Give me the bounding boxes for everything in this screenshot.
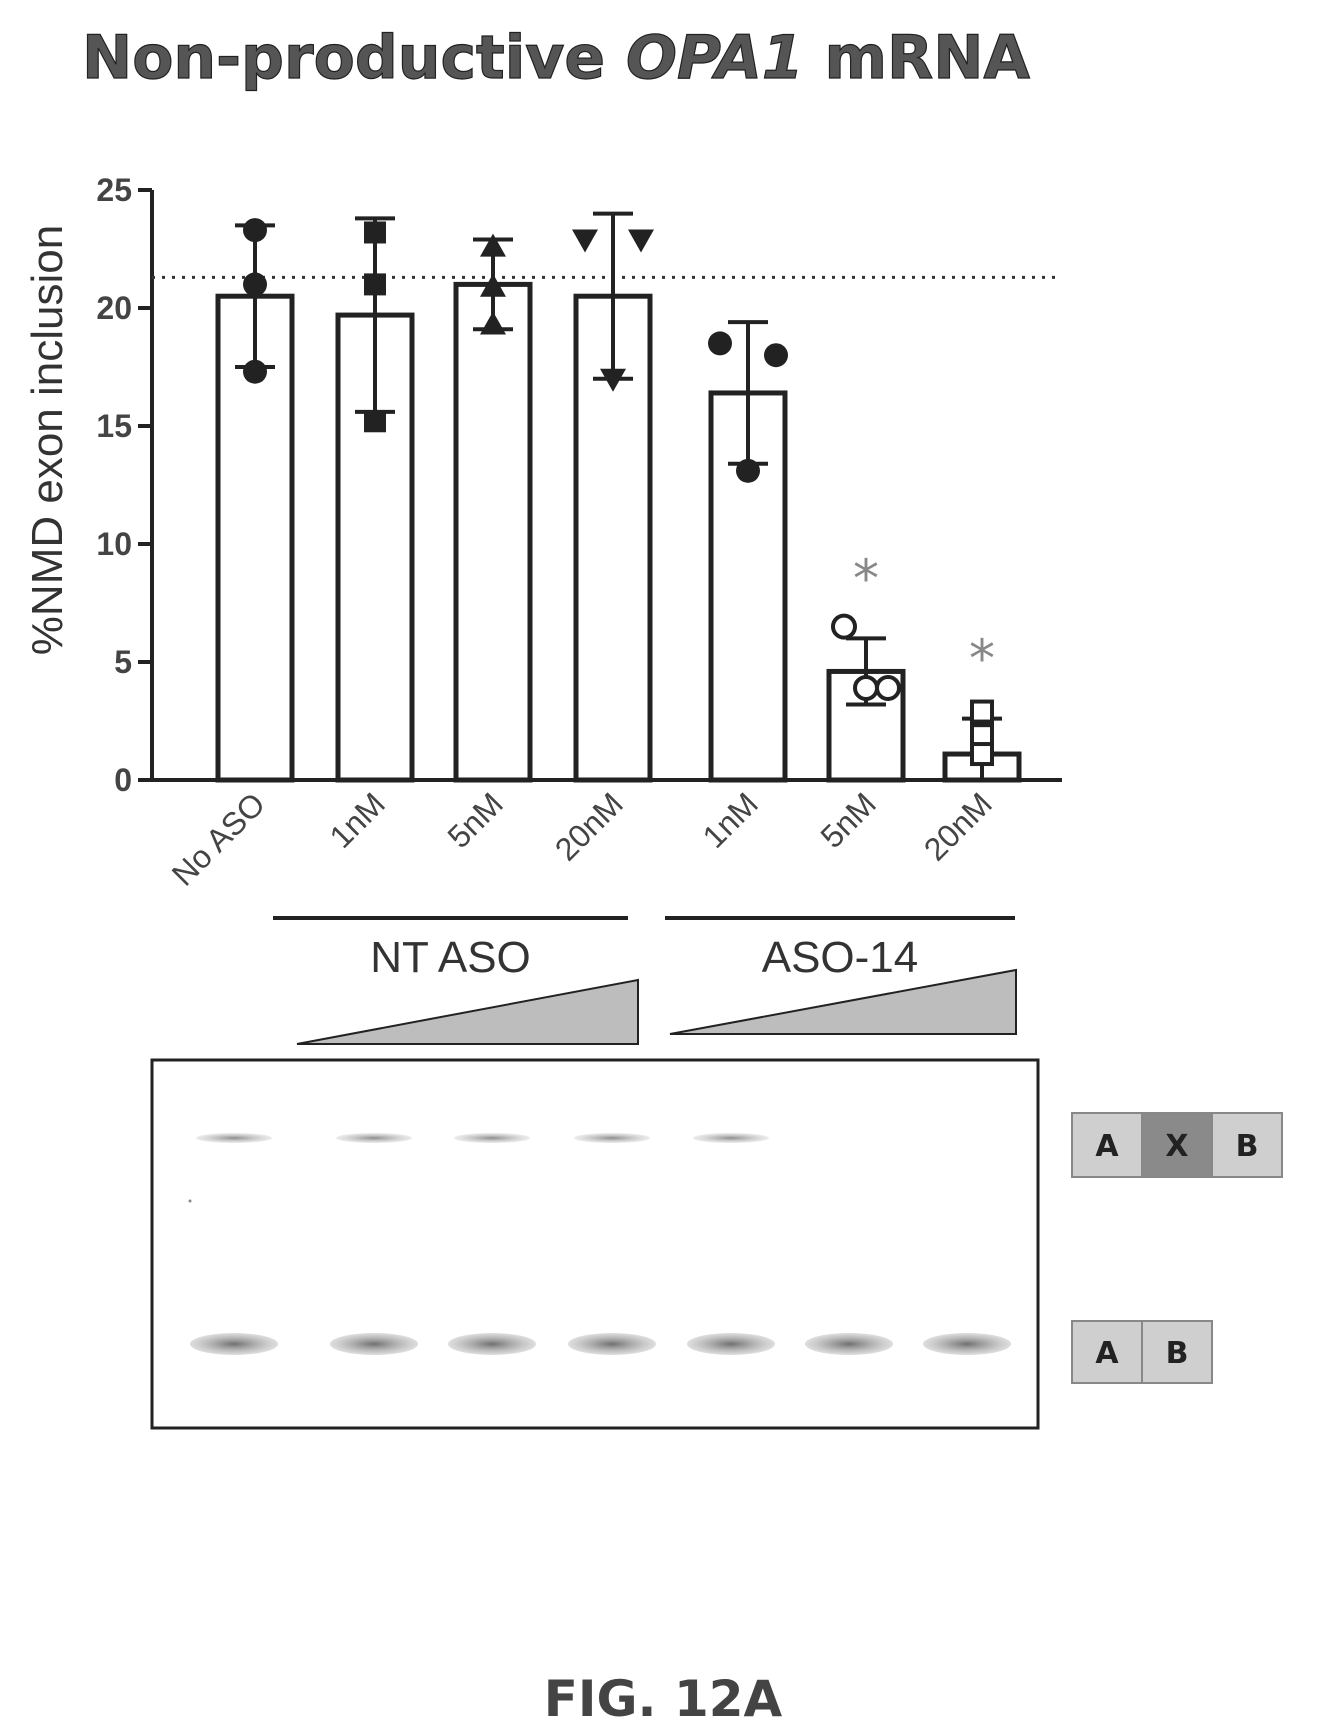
gel-band-upper-lane-1 xyxy=(196,1133,272,1143)
concentration-wedge-0 xyxy=(296,978,639,1045)
data-point-3-2 xyxy=(600,368,626,392)
data-point-3-0 xyxy=(572,229,598,253)
y-tick-label-2: 10 xyxy=(96,526,132,562)
significance-mark-6: * xyxy=(969,630,995,690)
legend-upper-box-1 xyxy=(1141,1112,1213,1178)
gel-image xyxy=(150,1058,1040,1430)
group-label-0: NT ASO xyxy=(370,933,531,982)
bars xyxy=(215,281,1022,783)
x-tick-labels: No ASO 1nM 5nM 20nM 1nM 5nM 20nM xyxy=(165,785,999,892)
figure-title: Non-productive OPA1 mRNA xyxy=(82,23,1030,93)
legend-upper-label-2: B xyxy=(1236,1129,1259,1164)
legend-lower-label-0: A xyxy=(1095,1336,1119,1371)
y-tick-label-4: 20 xyxy=(96,290,132,326)
y-axis-label: %NMD exon inclusion xyxy=(23,225,72,655)
gel-frame xyxy=(150,1058,1040,1430)
gel-band-upper-lane-3 xyxy=(454,1133,530,1143)
data-point-5-2 xyxy=(875,674,901,701)
group-brackets: NT ASO ASO-14 xyxy=(273,916,1017,1045)
gel-band-lower-lane-1 xyxy=(190,1333,278,1355)
data-point-4-2 xyxy=(736,458,760,483)
x-tick-label-6: 20nM xyxy=(917,785,999,867)
x-tick-label-5: 5nM xyxy=(813,785,882,854)
gel-bands xyxy=(190,1133,1011,1355)
figure-label: FIG. 12A xyxy=(544,1670,783,1728)
x-tick-label-4: 1nM xyxy=(695,785,764,854)
gel-band-lower-lane-4 xyxy=(568,1333,656,1355)
significance-mark-5: * xyxy=(853,549,879,609)
x-tick-label-1: 1nM xyxy=(322,785,391,854)
legend-upper-label-0: A xyxy=(1095,1129,1119,1164)
legend-upper-box-2 xyxy=(1211,1112,1283,1178)
legend-upper-label-1: X xyxy=(1165,1129,1188,1164)
x-tick-label-0: No ASO xyxy=(165,785,272,892)
legend-lower-box-0 xyxy=(1071,1320,1143,1384)
gel-band-lower-lane-3 xyxy=(448,1333,536,1355)
data-point-0-0 xyxy=(243,218,267,243)
data-point-1-1 xyxy=(364,273,386,296)
data-point-6-0 xyxy=(970,699,994,724)
concentration-wedge-1 xyxy=(669,968,1017,1035)
data-point-5-1 xyxy=(853,674,879,701)
data-point-2-1 xyxy=(480,273,506,297)
legend-upper-box-0 xyxy=(1071,1112,1143,1178)
bar-2 xyxy=(453,281,533,783)
x-tick-label-3: 20nM xyxy=(548,785,630,867)
gel-band-lower-lane-5 xyxy=(687,1333,775,1355)
gel-band-upper-lane-2 xyxy=(336,1133,412,1143)
gel-speck xyxy=(188,1199,192,1203)
data-point-2-2 xyxy=(480,311,506,335)
data-point-2-0 xyxy=(480,233,506,257)
y-tick-label-5: 25 xyxy=(96,172,132,208)
data-point-0-1 xyxy=(243,272,267,297)
legend-lower-label-1: B xyxy=(1166,1336,1189,1371)
x-tick-label-2: 5nM xyxy=(440,785,509,854)
data-point-0-2 xyxy=(243,359,267,384)
data-point-4-1 xyxy=(764,343,788,368)
y-tick-label-1: 5 xyxy=(114,644,132,680)
data-point-3-1 xyxy=(628,229,654,253)
data-point-4-0 xyxy=(708,331,732,356)
data-points xyxy=(243,218,994,767)
data-point-6-2 xyxy=(970,742,994,767)
data-point-1-2 xyxy=(364,410,386,433)
y-tick-label-0: 0 xyxy=(114,762,132,798)
data-point-5-0 xyxy=(831,613,857,640)
group-label-1: ASO-14 xyxy=(762,933,919,982)
bar-4 xyxy=(708,390,788,783)
title-suffix: mRNA xyxy=(804,23,1031,93)
gel-band-lower-lane-7 xyxy=(923,1333,1011,1355)
legend-lower-box-1 xyxy=(1141,1320,1213,1384)
gel-band-upper-lane-4 xyxy=(574,1133,650,1143)
data-point-1-0 xyxy=(364,221,386,244)
gel-band-lower-lane-6 xyxy=(805,1333,893,1355)
title-gene: OPA1 xyxy=(626,23,804,93)
y-tick-label-3: 15 xyxy=(96,408,132,444)
gel-band-lower-lane-2 xyxy=(330,1333,418,1355)
significance-marks: ** xyxy=(853,549,995,689)
y-ticks: 0 5 10 15 20 25 xyxy=(96,172,152,798)
title-prefix: Non-productive xyxy=(82,23,626,93)
gel-band-upper-lane-5 xyxy=(693,1133,769,1143)
